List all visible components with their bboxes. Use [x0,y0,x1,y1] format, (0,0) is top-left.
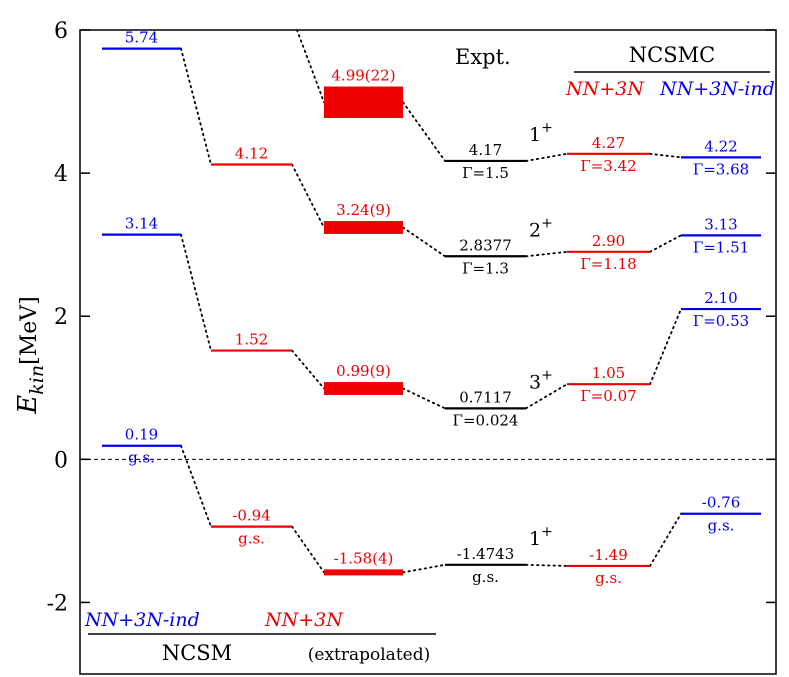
level-value-label: 4.27 [592,134,625,152]
connector-line [180,444,212,528]
level-value-label: 4.17 [469,141,502,159]
spin-parity-label: 1+ [529,524,553,550]
level-value-label: 4.99(22) [331,67,395,85]
level-note-label: Γ=0.024 [453,411,519,429]
level-value-label: 0.7117 [459,388,512,406]
level-value-label: 4.22 [704,137,737,155]
level-note-label: g.s. [595,569,622,587]
y-axis-label-subscript: kin [26,365,48,395]
level-note-label: Γ=0.53 [693,312,749,330]
connector-line [525,383,568,410]
level-value-label: -1.58(4) [334,549,394,567]
level-value-label: 0.99(9) [336,362,391,380]
level-value-label: 0.19 [125,426,158,444]
ncsm-nn3n-ind-label: NN+3N-ind [84,609,200,631]
y-tick-label: -2 [47,591,68,616]
level-value-label: -1.4743 [457,545,515,563]
ncsmc-nn3n-label: NN+3N [565,78,645,100]
level-value-label: 1.52 [235,331,268,349]
spin-parity-label: 3+ [529,367,553,393]
y-tick-label: 2 [54,305,68,330]
level-value-label: 2.10 [704,289,737,307]
y-tick-label: 6 [54,19,68,44]
level-band-ncsm_extrapolated [324,382,403,395]
connector-line [180,233,212,352]
level-value-label: 1.05 [592,364,625,382]
ncsm-header: NCSM [162,641,232,665]
connector-line [649,234,682,253]
level-note-label: Γ=3.68 [693,160,749,178]
connector-line-offscale [296,29,325,104]
connector-line [649,152,682,159]
y-axis-label-unit: [MeV] [17,296,42,365]
level-value-label: 5.74 [125,29,158,47]
connector-line [291,525,325,574]
connector-layer [180,29,682,574]
connector-line [402,563,446,574]
level-note-label: Γ=0.07 [580,387,636,405]
spin-parity-label: 2+ [529,215,553,241]
level-note-label: Γ=1.5 [462,164,509,182]
plot-frame [79,29,777,675]
spin-parity-label: 1+ [529,120,553,146]
level-value-label: -1.49 [589,546,627,564]
connector-line [291,163,325,229]
level-value-label: -0.94 [232,507,270,525]
connector-line [525,563,568,567]
level-value-label: 3.14 [125,215,158,233]
level-note-label: g.s. [128,449,155,467]
y-tick-label: 4 [54,162,68,187]
level-value-label: 4.12 [235,145,268,163]
y-axis-label: Ekin[MeV] [13,296,48,414]
connector-line [402,226,446,258]
y-axis-label-symbol: E [13,395,43,415]
level-note-label: Γ=1.3 [462,259,509,277]
level-note-label: Γ=1.51 [693,238,749,256]
connector-line [402,387,446,410]
connector-line [649,308,682,386]
connector-line [525,152,568,162]
expt-header: Expt. [455,45,511,69]
ncsmc-header: NCSMC [629,43,715,67]
axis-ticks: -2 0 2 4 6 [47,19,776,616]
level-note-label: g.s. [708,517,735,535]
level-layer [102,47,761,576]
y-tick-label: 0 [54,448,68,473]
ncsm-nn3n-label: NN+3N [264,609,344,631]
level-value-label: -0.76 [702,494,740,512]
level-value-label: 3.24(9) [336,201,391,219]
connector-line [525,250,568,258]
connector-line [291,349,325,390]
ncsmc-nn3n-ind-label: NN+3N-ind [659,78,775,100]
level-band-ncsm_extrapolated [324,86,403,119]
level-value-label: 3.13 [704,215,737,233]
level-value-label: 2.90 [592,232,625,250]
level-band-ncsm_extrapolated [324,221,403,234]
level-band-ncsm_extrapolated [324,569,403,576]
extrapolated-label: (extrapolated) [308,645,430,665]
connector-line [180,47,212,166]
level-note-label: Γ=3.42 [580,157,636,175]
connector-line [649,512,682,567]
connector-line [402,101,446,162]
label-layer: 5.74 3.14 0.19 g.s. 4.12 1.52 -0.94 g.s. 4.99(22… [125,29,749,587]
level-note-label: g.s. [472,568,499,586]
level-value-label: 2.8377 [459,236,512,254]
level-note-label: g.s. [238,530,265,548]
level-note-label: Γ=1.18 [580,255,636,273]
